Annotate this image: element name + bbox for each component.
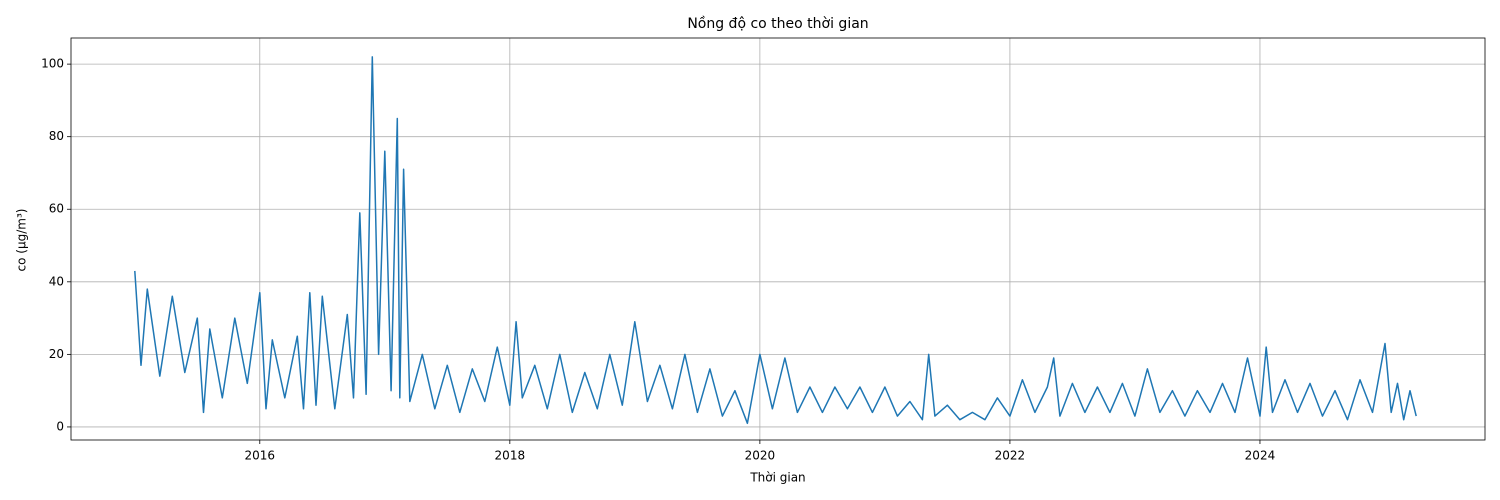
y-tick-label: 40: [49, 274, 64, 288]
x-tick-label: 2024: [1245, 449, 1276, 463]
x-tick-label: 2018: [495, 449, 526, 463]
y-tick-label: 20: [49, 347, 64, 361]
x-tick-label: 2016: [245, 449, 276, 463]
x-axis-label: Thời gian: [749, 471, 805, 485]
y-tick-label: 0: [56, 419, 64, 433]
x-tick-label: 2020: [745, 449, 776, 463]
data-line: [134, 56, 1417, 425]
x-tick-label: 2022: [995, 449, 1026, 463]
y-axis-label: co (µg/m³): [15, 209, 29, 272]
y-tick-label: 100: [41, 57, 64, 71]
chart-title: Nồng độ co theo thời gian: [687, 15, 868, 32]
y-tick-label: 60: [49, 202, 64, 216]
y-tick-label: 80: [49, 129, 64, 143]
plot-frame: [70, 37, 1486, 441]
